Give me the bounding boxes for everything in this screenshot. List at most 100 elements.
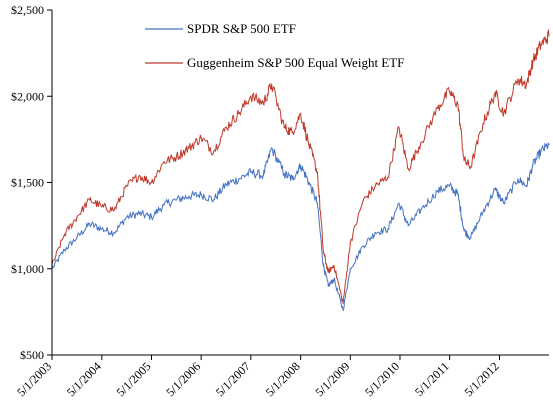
data-point: [175, 156, 178, 158]
data-point: [63, 233, 66, 235]
legend-label: Guggenheim S&P 500 Equal Weight ETF: [187, 55, 404, 70]
series-line-equal-weight: [51, 28, 550, 304]
data-point: [517, 178, 519, 180]
legend: SPDR S&P 500 ETF Guggenheim S&P 500 Equal…: [145, 21, 404, 70]
data-point: [470, 166, 472, 168]
data-point: [300, 164, 302, 166]
data-point: [540, 150, 542, 153]
data-point: [283, 126, 285, 128]
data-point: [327, 285, 329, 287]
data-point: [532, 61, 534, 63]
data-point: [463, 230, 465, 232]
data-point: [482, 123, 484, 125]
data-point: [470, 237, 472, 239]
data-point: [333, 278, 335, 280]
data-point: [262, 102, 264, 104]
data-point: [188, 195, 190, 197]
data-point: [503, 202, 505, 204]
data-point: [448, 185, 450, 187]
data-point: [398, 126, 400, 128]
data-point: [525, 185, 528, 187]
data-point: [101, 228, 103, 230]
data-point: [238, 112, 240, 115]
data-point: [316, 202, 318, 204]
data-point: [89, 223, 91, 225]
data-point: [494, 92, 496, 94]
y-tick-label: $1,000: [11, 262, 44, 276]
x-tick-label: 5/1/2006: [163, 359, 203, 399]
data-point: [503, 112, 505, 115]
data-point: [327, 271, 329, 273]
data-point: [113, 209, 115, 211]
data-point: [436, 107, 439, 109]
data-point: [262, 175, 264, 177]
data-point: [482, 211, 484, 213]
data-point: [374, 185, 376, 187]
x-tick-label: 5/1/2004: [64, 359, 104, 399]
data-point: [540, 43, 542, 46]
x-tick-label: 5/1/2010: [362, 359, 402, 399]
data-point: [200, 194, 202, 196]
data-point: [126, 216, 128, 218]
data-point: [407, 225, 409, 227]
x-tick-label: 5/1/2012: [462, 359, 502, 399]
data-point: [532, 164, 534, 166]
data-point: [517, 78, 519, 80]
data-point: [76, 237, 78, 239]
data-point: [76, 216, 78, 218]
data-point: [150, 181, 153, 184]
data-point: [457, 194, 459, 196]
data-point: [250, 171, 252, 173]
data-point: [175, 199, 178, 201]
data-point: [271, 147, 273, 149]
data-point: [213, 199, 215, 201]
data-point: [283, 173, 285, 175]
data-point: [548, 144, 550, 146]
x-tick-label: 5/1/2007: [213, 359, 253, 399]
data-point: [387, 176, 389, 178]
data-point: [138, 175, 140, 177]
data-point: [291, 178, 293, 180]
data-point: [138, 213, 140, 215]
data-point: [225, 183, 227, 185]
data-point: [420, 142, 422, 144]
data-point: [362, 245, 364, 247]
x-tick-label: 5/1/2005: [114, 359, 154, 399]
data-point: [316, 171, 318, 173]
data-point: [126, 185, 128, 187]
data-point: [291, 131, 293, 134]
data-point: [322, 250, 324, 253]
data-point: [163, 161, 165, 163]
data-point: [349, 242, 351, 244]
data-point: [213, 150, 215, 153]
data-point: [463, 159, 465, 161]
data-point: [308, 144, 310, 146]
data-point: [322, 264, 324, 266]
data-point: [163, 204, 165, 206]
data-point: [362, 200, 364, 203]
data-point: [250, 95, 252, 97]
data-point: [300, 112, 302, 115]
data-point: [436, 190, 439, 192]
data-point: [494, 188, 496, 190]
data-point: [89, 199, 91, 201]
y-tick-label: $1,500: [11, 176, 44, 190]
data-point: [448, 90, 450, 92]
y-tick-label: $500: [20, 348, 44, 362]
data-point: [387, 228, 389, 230]
data-point: [374, 231, 376, 234]
data-point: [525, 83, 528, 85]
series-layer: [51, 28, 550, 312]
data-point: [188, 147, 190, 149]
data-point: [238, 178, 240, 180]
y-tick-label: $2,500: [11, 3, 44, 17]
x-tick-label: 5/1/2011: [412, 359, 452, 399]
series-line-spdr: [51, 142, 550, 312]
data-point: [63, 249, 66, 251]
legend-label: SPDR S&P 500 ETF: [187, 21, 296, 36]
x-tick-label: 5/1/2009: [312, 359, 352, 399]
x-tick-label: 5/1/2008: [263, 359, 303, 399]
y-tick-label: $2,000: [11, 89, 44, 103]
data-point: [113, 231, 115, 234]
